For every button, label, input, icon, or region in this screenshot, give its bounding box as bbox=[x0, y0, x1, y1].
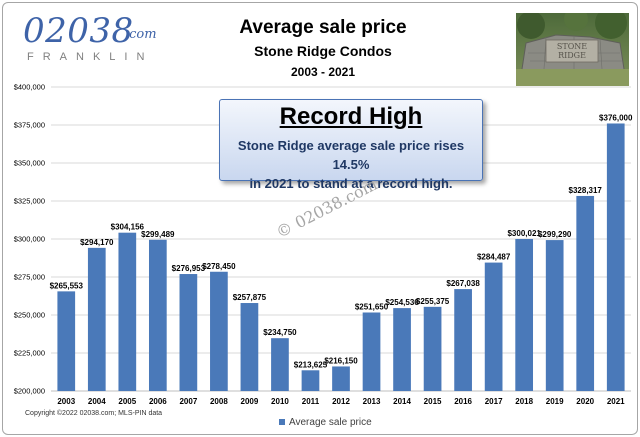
data-label-2011: $213,625 bbox=[294, 360, 328, 369]
bar-2013 bbox=[362, 312, 381, 391]
gridlines bbox=[51, 86, 631, 392]
legend-swatch bbox=[279, 419, 285, 425]
bar-2005 bbox=[118, 232, 137, 391]
legend: Average sale price bbox=[279, 417, 372, 428]
chart-subtitle: Stone Ridge Condos bbox=[254, 43, 392, 59]
chart-year-range: 2003 - 2021 bbox=[290, 65, 356, 79]
data-label-2019: $299,290 bbox=[538, 230, 572, 239]
data-label-2018: $300,021 bbox=[507, 229, 541, 238]
bar-2007 bbox=[179, 274, 198, 391]
x-tick-label: 2006 bbox=[149, 397, 167, 406]
data-labels: $265,553 $294,170 $304,156$299,489 $276,953… bbox=[50, 113, 633, 369]
bar-2011 bbox=[301, 370, 320, 391]
x-tick-label: 2012 bbox=[332, 397, 350, 406]
x-tick-label: 2003 bbox=[57, 397, 75, 406]
x-tick-label: 2016 bbox=[454, 397, 472, 406]
data-label-2015: $255,375 bbox=[416, 297, 450, 306]
x-tick-label: 2020 bbox=[576, 397, 594, 406]
bar-2003 bbox=[57, 291, 76, 391]
bar-2006 bbox=[148, 239, 167, 391]
callout-line-2: in 2021 to stand at a record high. bbox=[249, 176, 453, 191]
record-high-callout: Record High Stone Ridge average sale pri… bbox=[219, 99, 483, 191]
y-tick-label: $400,000 bbox=[14, 83, 45, 92]
chart-title: Average sale price bbox=[239, 17, 407, 38]
bar-2009 bbox=[240, 303, 259, 391]
x-tick-label: 2014 bbox=[393, 397, 411, 406]
data-label-2008: $278,450 bbox=[202, 262, 236, 271]
bar-2012 bbox=[332, 366, 350, 391]
y-tick-label: $325,000 bbox=[14, 197, 45, 206]
y-tick-label: $300,000 bbox=[14, 235, 45, 244]
x-tick-label: 2017 bbox=[485, 397, 503, 406]
data-label-2006: $299,489 bbox=[141, 230, 175, 239]
site-logo: 02038 .com FRANKLIN bbox=[21, 11, 171, 71]
bar-chart: $200,000 $225,000 $250,000 $275,000 $300,000… bbox=[14, 83, 633, 429]
copyright-note: Copyright ©2022 02038.com; MLS-PIN data bbox=[25, 410, 163, 417]
bars bbox=[57, 123, 625, 391]
data-label-2012: $216,150 bbox=[324, 356, 358, 365]
data-label-2020: $328,317 bbox=[569, 186, 603, 195]
x-tick-label: 2004 bbox=[88, 397, 106, 406]
data-label-2004: $294,170 bbox=[80, 238, 114, 247]
x-tick-label: 2018 bbox=[515, 397, 533, 406]
bar-2019 bbox=[545, 240, 564, 391]
legend-label: Average sale price bbox=[289, 417, 372, 428]
bar-2020 bbox=[576, 195, 595, 391]
x-axis: 2003 2004 2005 2006 2007 2008 2009 2010 2011 2012… bbox=[57, 397, 625, 406]
x-tick-label: 2021 bbox=[607, 397, 625, 406]
y-tick-label: $250,000 bbox=[14, 311, 45, 320]
y-tick-label: $200,000 bbox=[14, 387, 45, 396]
bar-2017 bbox=[484, 262, 503, 391]
data-label-2010: $234,750 bbox=[263, 328, 297, 337]
y-tick-label: $375,000 bbox=[14, 121, 45, 130]
logo-suffix: .com bbox=[125, 27, 157, 42]
data-label-2017: $284,487 bbox=[477, 253, 511, 262]
sign-text-line1: STONE bbox=[557, 42, 587, 51]
bar-2014 bbox=[393, 308, 411, 391]
y-tick-label: $225,000 bbox=[14, 349, 45, 358]
bar-2018 bbox=[515, 238, 534, 391]
data-label-2003: $265,553 bbox=[50, 281, 84, 290]
callout-title: Record High bbox=[279, 103, 423, 130]
callout-line-1: Stone Ridge average sale price rises 14.… bbox=[237, 138, 465, 172]
data-label-2013: $251,650 bbox=[355, 302, 389, 311]
logo-subtitle: FRANKLIN bbox=[27, 51, 154, 63]
data-label-2014: $254,536 bbox=[385, 298, 419, 307]
x-tick-label: 2013 bbox=[363, 397, 381, 406]
bar-2004 bbox=[87, 247, 106, 391]
x-tick-label: 2009 bbox=[241, 397, 259, 406]
y-tick-label: $275,000 bbox=[14, 273, 45, 282]
data-label-2009: $257,875 bbox=[233, 293, 267, 302]
sign-text-line2: RIDGE bbox=[558, 51, 586, 60]
y-axis: $200,000 $225,000 $250,000 $275,000 $300,000… bbox=[14, 83, 45, 396]
bar-2010 bbox=[271, 338, 289, 391]
y-tick-label: $350,000 bbox=[14, 159, 45, 168]
bar-2015 bbox=[423, 306, 442, 391]
x-tick-label: 2007 bbox=[179, 397, 197, 406]
callout-body: Stone Ridge average sale price rises 14.… bbox=[220, 136, 482, 193]
data-label-2016: $267,038 bbox=[446, 279, 480, 288]
logo-text: 02038 bbox=[23, 11, 134, 51]
data-label-2021: $376,000 bbox=[599, 113, 633, 122]
bar-2021 bbox=[606, 123, 625, 391]
x-tick-label: 2011 bbox=[302, 397, 320, 406]
data-label-2005: $304,156 bbox=[111, 223, 145, 232]
stone-ridge-sign-photo: STONE RIDGE bbox=[516, 13, 629, 86]
bar-2008 bbox=[210, 271, 228, 391]
x-tick-label: 2008 bbox=[210, 397, 228, 406]
x-tick-label: 2015 bbox=[424, 397, 442, 406]
bar-2016 bbox=[454, 289, 472, 391]
x-tick-label: 2010 bbox=[271, 397, 289, 406]
x-tick-label: 2019 bbox=[546, 397, 564, 406]
x-tick-label: 2005 bbox=[118, 397, 136, 406]
data-label-2007: $276,953 bbox=[172, 264, 206, 273]
